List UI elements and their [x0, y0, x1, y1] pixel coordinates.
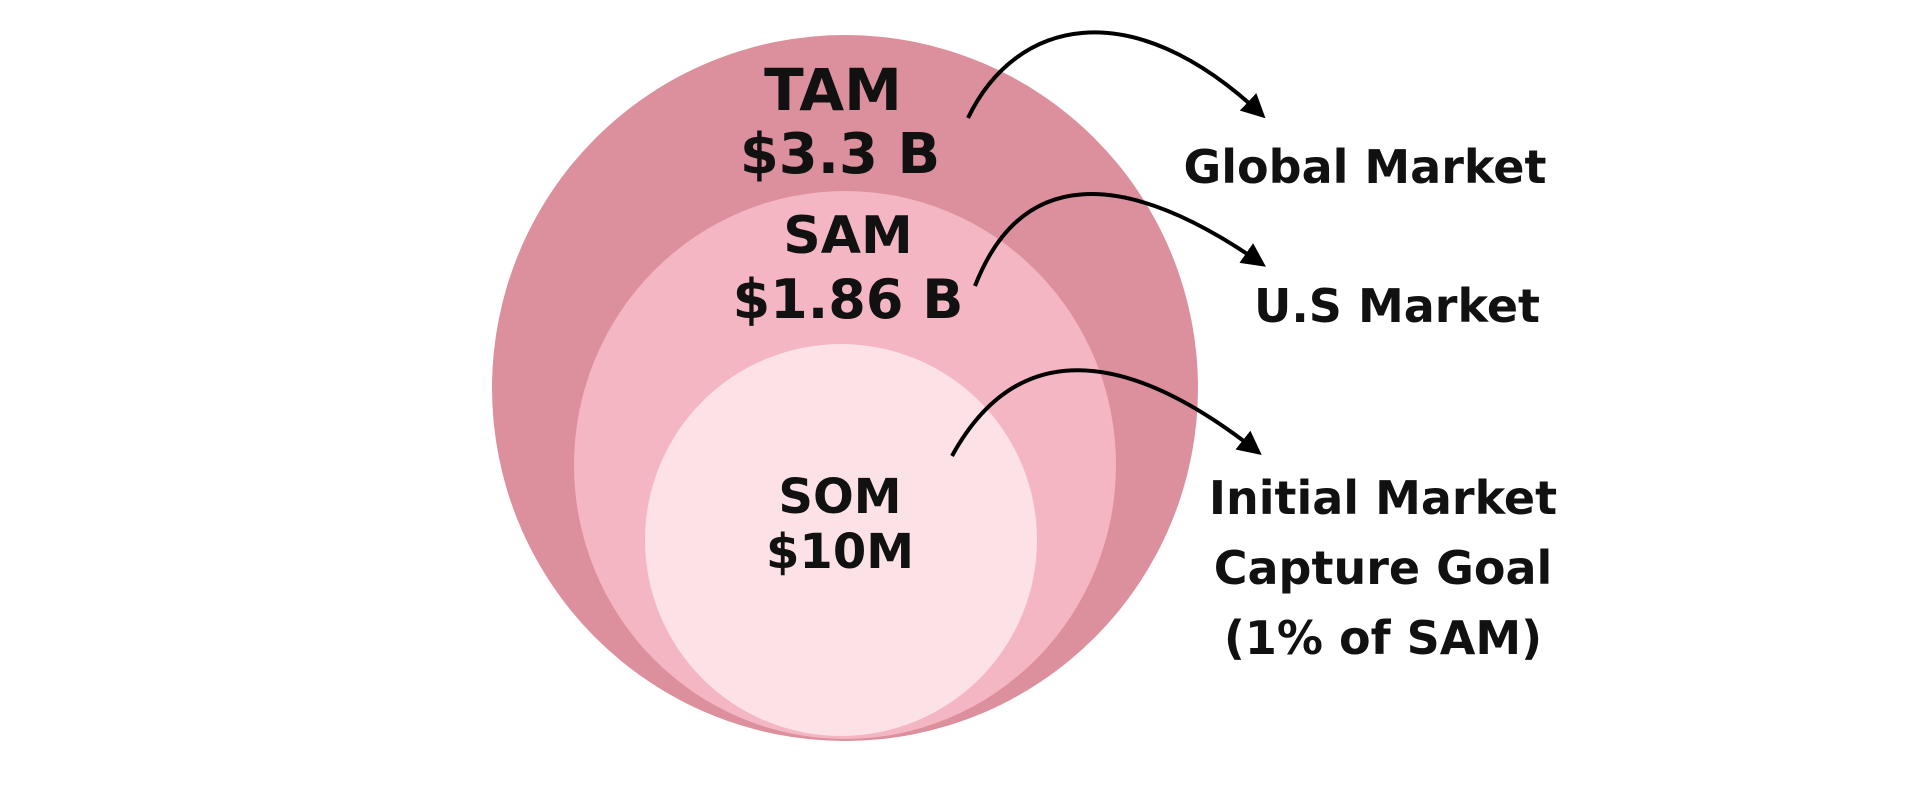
- sam-description: U.S Market: [1254, 279, 1540, 333]
- som-arrow: [950, 368, 1262, 457]
- som-description-line-1: Initial Market: [1209, 471, 1557, 525]
- tam-description: Global Market: [1184, 140, 1547, 194]
- tam-value: $3.3 B: [740, 122, 940, 187]
- sam-value: $1.86 B: [733, 268, 964, 331]
- sam-arrow: [973, 192, 1266, 287]
- som-description-line-2: Capture Goal: [1214, 541, 1553, 595]
- som-value: $10M: [766, 524, 914, 580]
- tam-arrow: [966, 30, 1266, 119]
- sam-label: SAM: [783, 206, 912, 266]
- som-label: SOM: [778, 469, 901, 525]
- som-circle: [645, 344, 1037, 736]
- som-description-line-3: (1% of SAM): [1224, 611, 1542, 665]
- tam-label: TAM: [764, 56, 902, 124]
